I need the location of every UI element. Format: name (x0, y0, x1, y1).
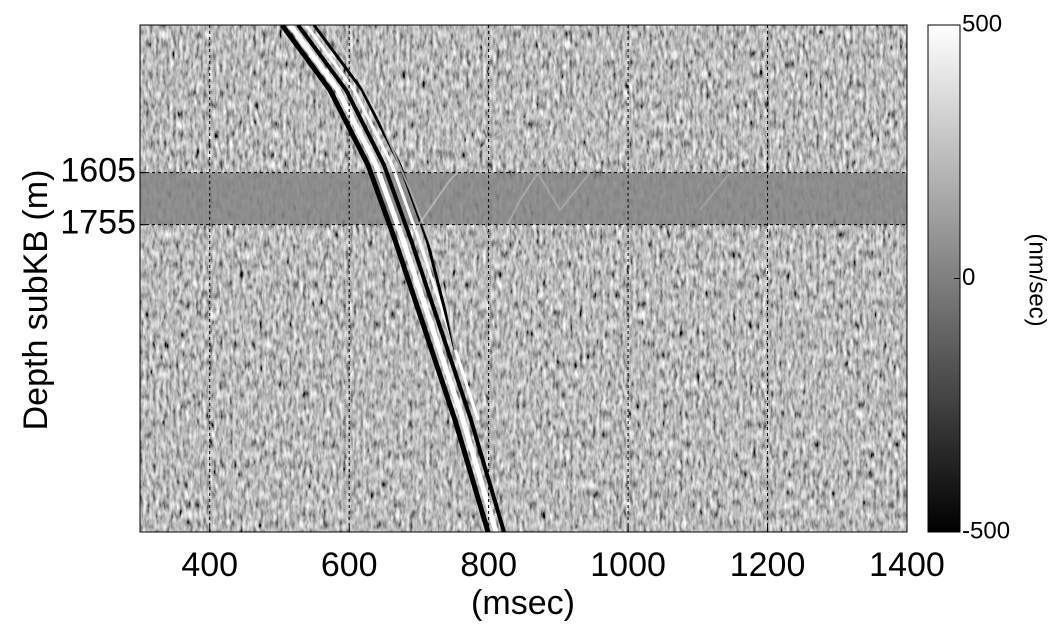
colorbar-tick-label: -500 (962, 517, 1010, 544)
y-axis-label: Depth subKB (m) (17, 170, 55, 431)
plot-frame (139, 24, 908, 533)
x-axis-label: (msec) (471, 584, 575, 622)
seismic-noise (140, 25, 907, 532)
x-tick-label: 1400 (869, 546, 945, 584)
x-tick-label: 1000 (590, 546, 666, 584)
image (140, 25, 907, 532)
quiet-zone (140, 172, 907, 225)
colorbar-tick-label: 0 (962, 264, 975, 291)
colorbar-label: (nm/sec) (1024, 233, 1051, 326)
wavefronts (279, 25, 781, 532)
colorbar-tick-label: 500 (962, 10, 1002, 37)
y-tick-label: 1605 (60, 152, 136, 190)
x-tick-label: 600 (321, 546, 378, 584)
x-tick-label: 1200 (730, 546, 806, 584)
y-tick-label: 1755 (60, 204, 136, 242)
x-tick-label: 400 (181, 546, 238, 584)
x-tick-label: 800 (460, 546, 517, 584)
